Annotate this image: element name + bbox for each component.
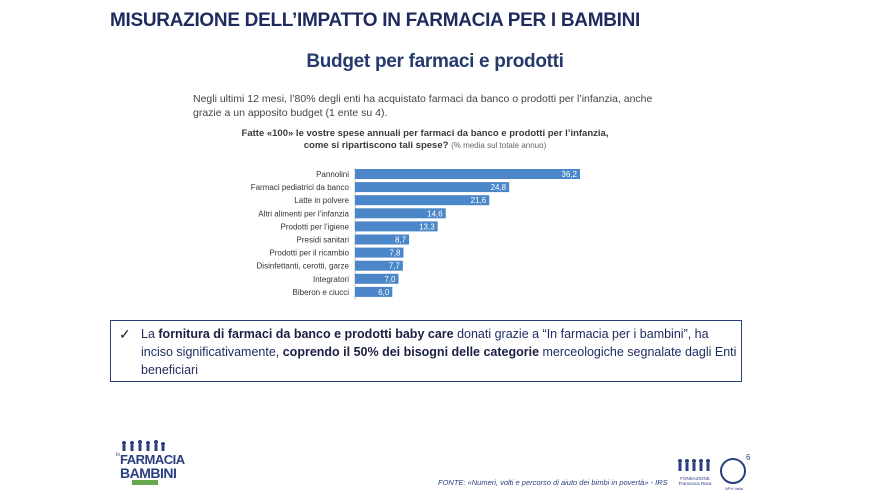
callout-bold-1: fornitura di farmaci da banco e prodotti…: [158, 327, 454, 341]
value-label: 14,6: [427, 209, 443, 218]
value-label: 24,8: [491, 183, 507, 192]
category-label: Integratori: [313, 275, 349, 284]
bar: [355, 247, 404, 258]
page-title: MISURAZIONE DELL’IMPATTO IN FARMACIA PER…: [110, 10, 641, 31]
section-subtitle: Budget per farmaci e prodotti: [306, 51, 564, 72]
value-label: 13,3: [419, 222, 435, 231]
logo-small-text: In: [116, 452, 121, 458]
farmacia-bambini-logo: In FARMACIA BAMBINI: [116, 440, 185, 485]
bar: [355, 286, 393, 297]
category-label: Disinfettanti, cerotti, garze: [257, 262, 350, 271]
check-icon: ✓: [119, 326, 131, 342]
bar-chart: Pannolini 36,2 Farmaci pediatrici da banco…: [251, 168, 580, 300]
people-icon: [122, 440, 165, 451]
category-label: Farmaci pediatrici da banco: [251, 183, 350, 192]
nph-italia-logo: 6 NPH Italia: [718, 453, 754, 491]
question-text: Fatte «100» le vostre spese annuali per …: [241, 128, 609, 151]
bar: [355, 208, 446, 219]
bar: [355, 169, 580, 179]
value-label: 36,2: [561, 170, 577, 179]
callout-part-3: merceologiche segnalate dagli Enti benef…: [141, 345, 737, 377]
value-label: 21,6: [471, 196, 487, 205]
logo-green-bar: [132, 480, 158, 485]
callout-box: ✓ La fornitura di farmaci da banco e pro…: [110, 320, 742, 382]
fondazione-label: FONDAZIONE Francesca Rava: [678, 476, 712, 486]
bar: [355, 195, 490, 206]
logo-word-bambini: BAMBINI: [120, 465, 177, 481]
bar: [355, 260, 403, 271]
category-label: Presidi sanitari: [297, 236, 350, 245]
value-label: 7,7: [389, 262, 401, 271]
bar: [355, 221, 438, 232]
value-label: 7,8: [389, 249, 401, 258]
question-note: (% media sul totale annuo): [451, 141, 547, 150]
source-note: FONTE: «Numeri, volti e percorso di aiut…: [438, 478, 668, 487]
category-label: Biberon e ciucci: [293, 288, 350, 297]
callout-text: La fornitura di farmaci da banco e prodo…: [141, 325, 739, 379]
fondazione-rava-logo: FONDAZIONE Francesca Rava: [674, 458, 714, 488]
callout-bold-2: coprendo il 50% dei bisogni delle catego…: [282, 345, 540, 359]
category-label: Prodotti per il ricambio: [269, 249, 349, 258]
intro-text: Negli ultimi 12 mesi, l’80% degli enti h…: [193, 93, 653, 119]
survey-question: Fatte «100» le vostre spese annuali per …: [230, 128, 620, 152]
value-label: 7,0: [384, 275, 396, 284]
callout-part-2: donati grazie a “In farmacia per i bambi…: [141, 327, 709, 359]
value-label: 8,7: [395, 236, 407, 245]
category-label: Prodotti per l’igiene: [281, 222, 350, 231]
category-label: Altri alimenti per l’infanzia: [258, 209, 349, 218]
nph-circle-icon: [720, 458, 746, 484]
logo-word-farmacia: FARMACIA: [120, 452, 185, 467]
people-icon: [678, 459, 710, 471]
nph-label: NPH Italia: [724, 486, 743, 491]
callout-part-1: La: [141, 327, 159, 341]
bar: [355, 234, 410, 245]
anniversary-number: 6: [746, 453, 751, 462]
value-label: 6,0: [378, 288, 390, 297]
category-label: Latte in polvere: [294, 196, 349, 205]
category-label: Pannolini: [316, 170, 349, 179]
bar: [355, 273, 399, 284]
bar: [355, 182, 510, 193]
